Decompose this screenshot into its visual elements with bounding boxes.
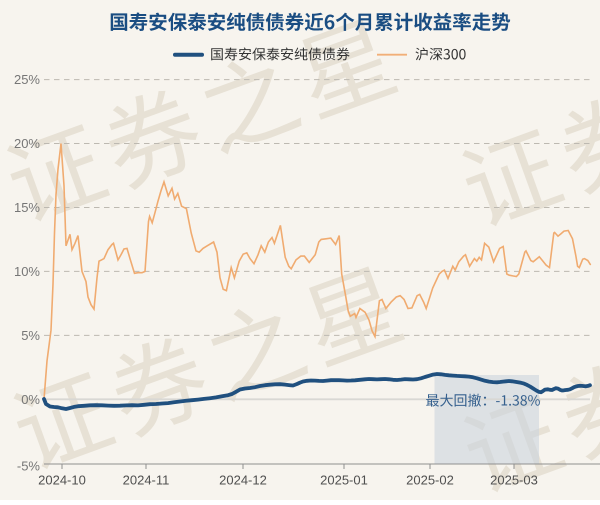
svg-text:20%: 20% <box>14 136 40 151</box>
svg-text:2025-02: 2025-02 <box>406 473 454 488</box>
svg-text:2024-10: 2024-10 <box>38 473 86 488</box>
svg-text:2024-12: 2024-12 <box>219 473 267 488</box>
svg-text:2024-11: 2024-11 <box>123 473 170 488</box>
svg-text:2025-01: 2025-01 <box>320 473 368 488</box>
svg-text:25%: 25% <box>14 72 40 87</box>
svg-text:15%: 15% <box>14 200 40 215</box>
svg-text:0%: 0% <box>21 392 40 407</box>
svg-text:-5%: -5% <box>17 459 41 474</box>
svg-text:2025-03: 2025-03 <box>490 473 538 488</box>
svg-text:5%: 5% <box>21 328 40 343</box>
svg-text:10%: 10% <box>14 264 40 279</box>
